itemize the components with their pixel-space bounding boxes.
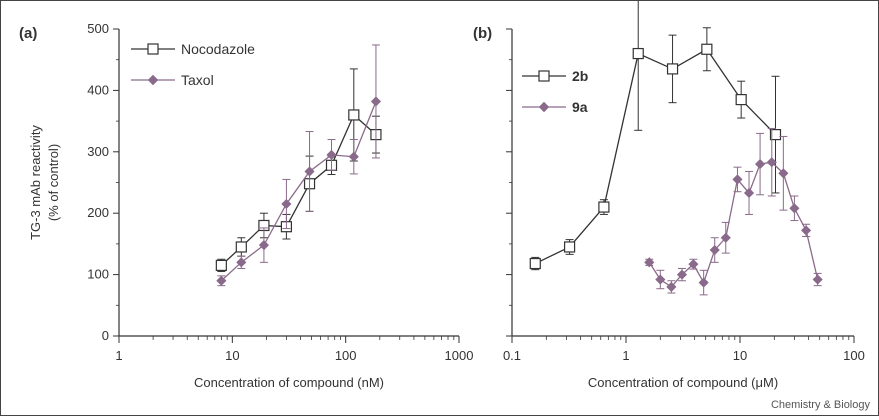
panel-b-series-9a-point: [698, 277, 709, 288]
panel-a-series-taxol-point: [258, 240, 269, 251]
panel-a-y-tick-label: 300: [87, 144, 109, 159]
panel-a-y-tick-label: 200: [87, 205, 109, 220]
panel-a-series-nocodazole-point: [215, 259, 227, 271]
panel-a-series-nocodazole-point: [235, 241, 247, 253]
panel-b-series-9a-point: [778, 168, 789, 179]
panel-b-series-9a-legend-label: 9a: [572, 99, 588, 115]
panel-b-series-9a-point: [755, 159, 766, 170]
panel-a-series-nocodazole-legend-marker: [147, 43, 159, 55]
panel-b-x-tick-label: 1: [622, 348, 629, 363]
panel-b-series-9a-legend-marker: [538, 101, 550, 113]
panel-a-y-tick-label: 400: [87, 82, 109, 97]
panel-b-series-2b-point: [563, 241, 576, 253]
panel-b-series-9a-point: [688, 259, 699, 270]
panel-a-series-taxol-point: [326, 149, 337, 160]
panel-b-x-tick-label: 0.1: [503, 348, 521, 363]
panel-b-x-tick-label: 100: [843, 348, 865, 363]
panel-a-series-taxol-legend-marker: [147, 74, 159, 86]
panel-a-x-tick-label: 10: [225, 348, 239, 363]
panel-a-y-tick-label: 0: [102, 328, 109, 343]
panel-b-series-9a-point: [644, 257, 655, 268]
panel-b-series-2b-point: [769, 129, 782, 141]
panel-b-series-9a-point: [789, 203, 800, 214]
panel-a-y-axis-label-2: (% of control): [46, 144, 61, 221]
panel-b-series-9a-point: [812, 274, 823, 285]
panel-b-x-tick-label: 10: [733, 348, 747, 363]
panel-a-series-taxol-legend-label: Taxol: [181, 72, 214, 88]
panel-a-series-taxol-point: [370, 96, 382, 107]
panel-b-series-9a-point: [801, 225, 812, 236]
panel-a-series-nocodazole-legend-label: Nocodazole: [181, 41, 255, 57]
panel-b-series-2b-legend-label: 2b: [572, 68, 588, 84]
panel-a-y-tick-label: 500: [87, 21, 109, 36]
panel-a-x-tick-label: 1: [115, 348, 122, 363]
panel-a-series-taxol-point: [348, 151, 359, 162]
panel-b-series-2b-point: [529, 257, 541, 270]
panel-a-x-tick-label: 100: [335, 348, 357, 363]
panel-b-label: (b): [473, 25, 492, 42]
panel-a-x-axis-label: Concentration of compound (nM): [194, 375, 384, 390]
panel-a-series-taxol-point: [216, 275, 227, 286]
panel-b-series-2b-point: [598, 201, 610, 213]
panel-b-series-2b-point: [735, 94, 747, 106]
panel-a-x-tick-label: 1000: [445, 348, 474, 363]
panel-b-series-2b-point: [666, 63, 679, 75]
panel-a-series-taxol-line: [220, 101, 377, 282]
panel-a-series-taxol-point: [304, 166, 315, 177]
panel-b-series-9a-point: [720, 232, 731, 243]
panel-b-series-2b-line: [534, 48, 776, 265]
panel-b-series-9a-point: [655, 274, 666, 285]
panel-b-series-9a-point: [743, 187, 755, 199]
panel-a-series-taxol-point: [281, 198, 292, 210]
panel-b-series-9a-line: [648, 161, 819, 288]
panel-b-series-9a-point: [732, 174, 743, 185]
panel-b-series-9a-point: [676, 269, 688, 280]
panel-b-series-9a-point: [766, 157, 777, 168]
panel-a-y-tick-label: 100: [87, 267, 109, 282]
panel-b-series-9a-point: [666, 281, 677, 292]
panel-b-x-axis-label: Concentration of compound (μM): [588, 375, 778, 390]
panel-a-series-taxol-point: [236, 257, 247, 268]
panel-b-series-2b-point: [632, 47, 644, 60]
panel-b-series-2b-point: [701, 43, 713, 55]
panel-a-label: (a): [19, 25, 37, 42]
credit-text: Chemistry & Biology: [770, 399, 870, 411]
panel-b-series-9a-point: [709, 244, 720, 256]
panel-b-series-2b-legend-marker: [538, 70, 550, 82]
panel-a-y-axis-label: TG-3 mAb reactivity: [28, 125, 43, 240]
panel-a-series-nocodazole-point: [348, 109, 360, 121]
